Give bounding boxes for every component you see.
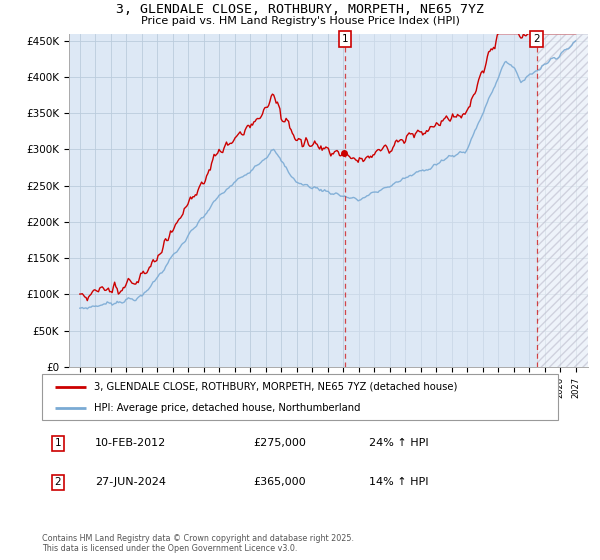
- Text: 1: 1: [341, 34, 348, 44]
- FancyBboxPatch shape: [42, 374, 558, 420]
- Bar: [345, 34, 537, 367]
- Text: 27-JUN-2024: 27-JUN-2024: [95, 478, 166, 487]
- Text: 10-FEB-2012: 10-FEB-2012: [95, 438, 166, 449]
- Text: Contains HM Land Registry data © Crown copyright and database right 2025.
This d: Contains HM Land Registry data © Crown c…: [42, 534, 354, 553]
- Text: HPI: Average price, detached house, Northumberland: HPI: Average price, detached house, Nort…: [94, 403, 360, 413]
- Bar: [537, 34, 588, 367]
- Text: 24% ↑ HPI: 24% ↑ HPI: [370, 438, 429, 449]
- Text: 2: 2: [533, 34, 540, 44]
- Text: Price paid vs. HM Land Registry's House Price Index (HPI): Price paid vs. HM Land Registry's House …: [140, 16, 460, 26]
- Text: 3, GLENDALE CLOSE, ROTHBURY, MORPETH, NE65 7YZ: 3, GLENDALE CLOSE, ROTHBURY, MORPETH, NE…: [116, 3, 484, 16]
- Text: 2: 2: [55, 478, 61, 487]
- Text: 14% ↑ HPI: 14% ↑ HPI: [370, 478, 429, 487]
- Text: £365,000: £365,000: [253, 478, 306, 487]
- Text: 3, GLENDALE CLOSE, ROTHBURY, MORPETH, NE65 7YZ (detached house): 3, GLENDALE CLOSE, ROTHBURY, MORPETH, NE…: [94, 382, 457, 392]
- Bar: [537, 34, 588, 367]
- Text: 1: 1: [55, 438, 61, 449]
- Text: £275,000: £275,000: [253, 438, 306, 449]
